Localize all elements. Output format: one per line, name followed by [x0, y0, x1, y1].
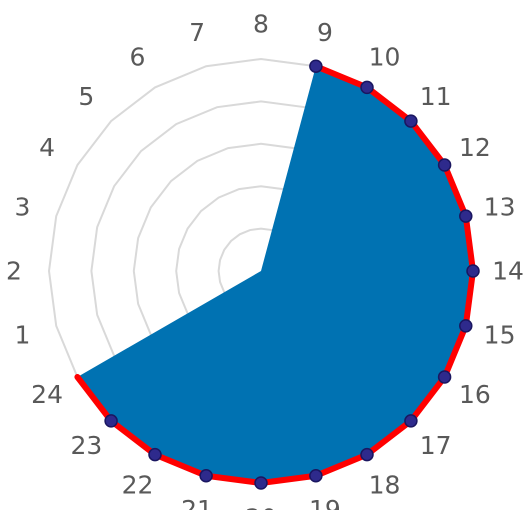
series-outline-segment	[462, 268, 476, 329]
category-label-19: 19	[309, 495, 341, 510]
category-label-23: 23	[70, 431, 102, 460]
series-outline-segment	[203, 472, 264, 486]
category-label-17: 17	[420, 431, 452, 460]
category-label-1: 1	[14, 320, 30, 349]
category-label-4: 4	[39, 133, 55, 162]
data-point-17	[404, 414, 418, 428]
series-outline-segment	[407, 118, 448, 168]
series-outline-segment	[462, 213, 476, 274]
category-label-22: 22	[122, 470, 154, 499]
data-point-19	[309, 469, 323, 483]
category-label-15: 15	[484, 320, 516, 349]
category-label-7: 7	[189, 18, 205, 47]
category-label-8: 8	[253, 10, 269, 39]
category-label-6: 6	[130, 43, 146, 72]
series-area	[77, 66, 473, 483]
category-label-11: 11	[420, 82, 452, 111]
series-outline-segment	[441, 322, 469, 380]
series-area-layer	[77, 66, 473, 483]
category-label-16: 16	[459, 380, 491, 409]
data-point-16	[437, 370, 452, 384]
category-label-21: 21	[181, 495, 213, 510]
data-point-15	[459, 319, 473, 333]
series-outline-segment	[364, 417, 414, 458]
category-label-3: 3	[14, 193, 30, 222]
data-point-10	[360, 80, 374, 95]
series-outline-segment	[441, 162, 469, 220]
category-label-13: 13	[484, 193, 516, 222]
category-label-24: 24	[31, 380, 63, 409]
series-outline-segment	[407, 374, 448, 424]
data-point-13	[459, 209, 473, 223]
data-point-20	[254, 476, 268, 490]
series-outline-segment	[152, 451, 210, 479]
category-label-layer: 123456789101112131415161718192021222324	[6, 10, 524, 510]
marker-layer	[74, 59, 480, 490]
data-point-22	[148, 447, 162, 462]
series-outline-segment	[364, 84, 414, 125]
series-outline-segment	[108, 417, 158, 458]
category-label-9: 9	[317, 18, 333, 47]
data-point-12	[437, 158, 452, 172]
series-outline-segment	[312, 63, 370, 91]
category-label-5: 5	[78, 82, 94, 111]
category-label-18: 18	[369, 470, 401, 499]
data-point-21	[199, 469, 213, 483]
category-label-2: 2	[6, 257, 22, 286]
data-point-14	[466, 264, 480, 278]
series-outline-segment	[258, 472, 319, 486]
series-outline-segment	[74, 374, 115, 424]
category-label-20: 20	[245, 504, 277, 510]
data-point-18	[360, 447, 374, 462]
category-label-14: 14	[492, 257, 524, 286]
category-label-10: 10	[369, 43, 401, 72]
series-outline-segment	[312, 451, 370, 479]
category-label-12: 12	[459, 133, 491, 162]
data-point-9	[309, 59, 323, 73]
data-point-11	[404, 114, 418, 128]
data-point-23	[104, 414, 118, 428]
